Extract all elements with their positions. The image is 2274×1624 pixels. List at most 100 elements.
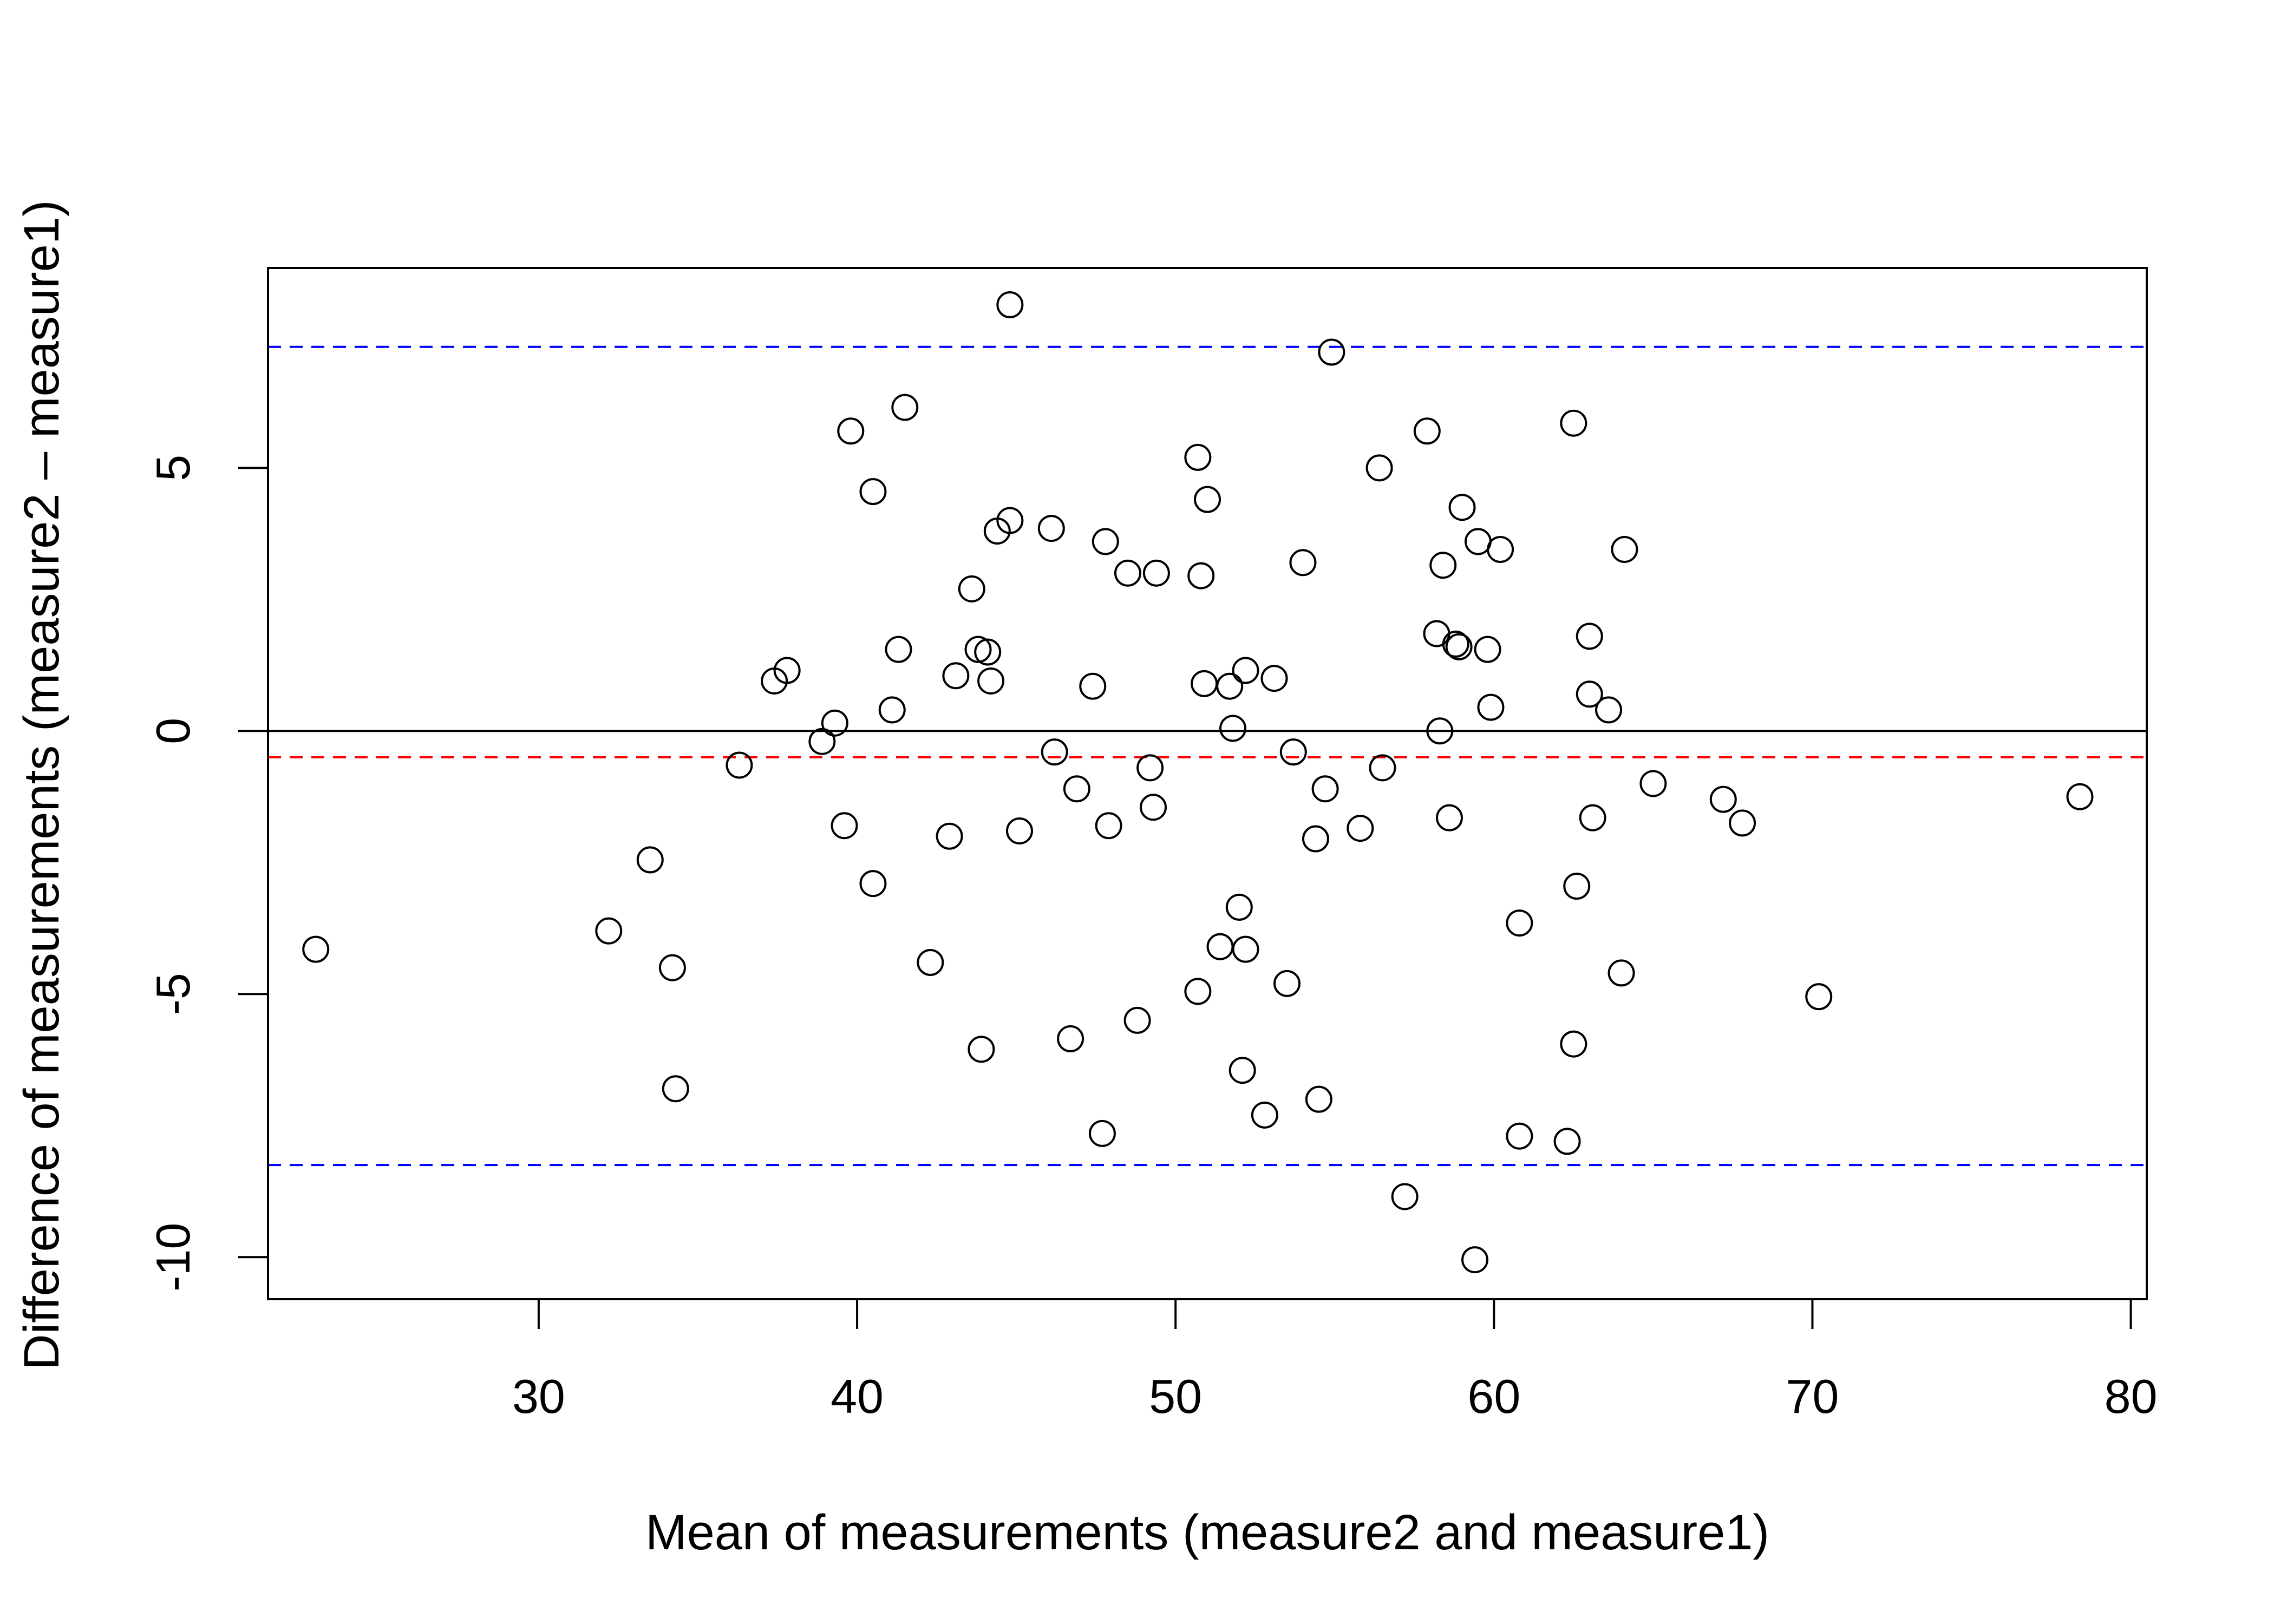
data-point [1206,933,1234,960]
data-point [1216,672,1244,700]
data-point [1191,670,1218,697]
data-point [1219,715,1247,742]
data-point [1318,338,1345,366]
data-point [958,575,985,603]
data-point [1095,812,1122,840]
data-point [1063,775,1090,803]
data-point [1805,983,1833,1011]
data-point [1302,825,1329,853]
data-points [302,291,2094,1274]
data-point [977,667,1005,695]
data-point [1611,535,1638,563]
data-point [1448,494,1476,521]
data-point [1365,454,1393,482]
y-tick-label: -10 [146,1223,200,1292]
data-point [859,870,887,898]
data-point [1506,1122,1533,1150]
data-point [662,1075,689,1103]
x-axis: 30 40 50 60 70 80 [512,1298,2158,1423]
data-point [1079,672,1107,700]
y-tick-label: 0 [146,718,200,744]
data-point [1709,785,1737,813]
data-point [968,1036,995,1063]
data-point [878,696,906,724]
data-point [1184,978,1212,1005]
data-point [1037,515,1065,542]
data-point [831,812,858,840]
data-point [302,935,330,963]
data-point [1461,1246,1489,1274]
data-point [726,751,753,779]
data-point [1442,630,1469,658]
data-point [1563,873,1591,900]
data-point [974,638,1002,666]
x-axis-title: Mean of measurements (measure2 and measu… [645,1505,1769,1560]
data-point [808,728,836,755]
data-point [1225,893,1253,921]
data-point [1136,754,1164,782]
data-point [996,291,1024,319]
data-point [996,507,1024,534]
data-point [1560,409,1587,437]
data-point [1232,935,1259,963]
x-tick-label: 50 [1149,1370,1202,1423]
data-point [1114,559,1141,587]
data-point [1347,815,1374,842]
data-point [1289,549,1317,577]
data-point [1595,696,1623,724]
data-point [1187,562,1215,590]
data-point [773,657,801,684]
data-point [595,917,623,945]
data-point [942,662,970,690]
y-tick-label: 5 [146,455,200,481]
data-point [1057,1025,1084,1052]
data-point [1273,970,1301,997]
plot-area-border [267,267,2148,1300]
data-point [1729,809,1756,837]
data-point [885,636,912,663]
data-point [1279,738,1307,766]
data-point [1579,804,1606,831]
x-tick-label: 30 [512,1370,565,1423]
data-point [1232,657,1259,684]
data-point [917,948,944,976]
data-point [658,954,686,981]
data-point [636,846,664,874]
data-point [1251,1101,1278,1129]
data-point [837,417,865,445]
data-point [1413,417,1441,445]
x-tick-label: 80 [2105,1370,2158,1423]
data-point [1142,559,1170,587]
data-point [1006,817,1033,844]
data-point [1092,528,1119,555]
data-point [1140,794,1167,821]
x-tick-label: 60 [1467,1370,1520,1423]
data-point [2066,783,2094,810]
y-axis: -10 -5 0 5 [146,455,269,1292]
y-axis-title: Difference of measurements (measure2 – m… [14,200,69,1370]
data-point [1305,1085,1332,1113]
data-point [1391,1183,1419,1210]
data-point [1560,1030,1587,1058]
data-point [1608,959,1635,987]
data-point [1506,909,1533,937]
data-point [1474,636,1501,663]
data-point [859,478,887,506]
data-point [891,394,919,421]
data-point [1194,486,1221,513]
data-point [1435,804,1463,831]
reference-lines [268,345,2147,1167]
data-point [1088,1119,1116,1147]
data-point [936,822,963,850]
data-point [1311,775,1339,803]
data-point [1423,620,1450,647]
data-point [1576,680,1603,708]
data-point [1464,528,1492,555]
data-point [1229,1057,1256,1084]
data-point [1260,665,1288,692]
data-point [1041,738,1068,766]
data-point [1639,770,1667,797]
data-point [1429,552,1457,579]
data-point [1369,754,1396,782]
